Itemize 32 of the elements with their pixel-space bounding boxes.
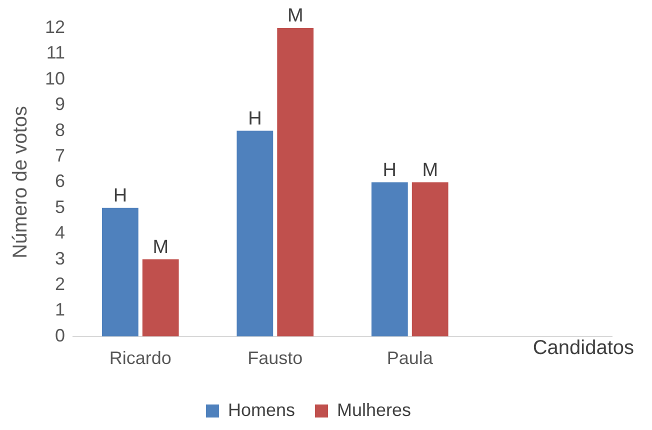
bar xyxy=(236,130,274,336)
y-tick-label: 7 xyxy=(55,145,66,166)
bar xyxy=(102,208,138,336)
data-label: H xyxy=(113,186,128,207)
legend-label: Mulheres xyxy=(337,400,412,420)
x-tick-label: Ricardo xyxy=(109,348,172,368)
data-label: M xyxy=(287,6,304,27)
y-tick-label: 0 xyxy=(55,325,66,346)
legend-label: Homens xyxy=(228,400,296,420)
y-tick-label: 2 xyxy=(55,274,66,294)
y-tick-label: 8 xyxy=(55,120,66,140)
bar xyxy=(412,182,448,336)
y-tick-label: 3 xyxy=(55,248,66,268)
x-tick-label: Paula xyxy=(386,348,434,368)
y-tick-label: 6 xyxy=(55,171,66,192)
y-axis-title: Número de votos xyxy=(10,106,32,258)
data-label: H xyxy=(248,108,262,130)
y-tick-label: 1 xyxy=(55,300,66,320)
y-tick-label: 11 xyxy=(46,42,66,63)
y-tick-label: 12 xyxy=(44,16,66,37)
y-tick-label: 5 xyxy=(55,196,66,217)
x-tick-label: Fausto xyxy=(248,348,303,368)
data-label: M xyxy=(152,237,169,258)
y-tick-label: 4 xyxy=(55,222,66,243)
x-axis-title: Candidatos xyxy=(532,336,634,359)
bar xyxy=(371,182,408,336)
bar xyxy=(277,28,314,336)
y-tick-label: 10 xyxy=(44,68,66,88)
y-tick-label: 9 xyxy=(55,94,66,114)
data-label: H xyxy=(382,160,397,181)
bar xyxy=(142,259,179,336)
data-label: M xyxy=(422,160,438,181)
